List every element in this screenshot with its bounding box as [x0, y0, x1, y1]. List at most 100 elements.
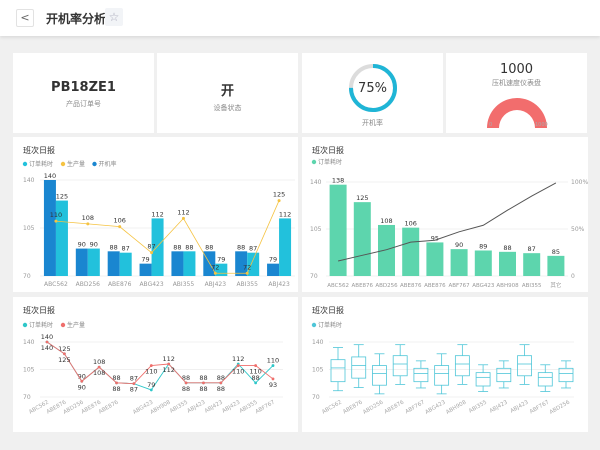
bar-value-label: 79 [269, 256, 277, 264]
line-value-label: 88 [251, 374, 259, 382]
line-value-label: 108 [82, 214, 94, 222]
line-value-label: 110 [249, 368, 261, 376]
line-value-label: 110 [267, 357, 279, 365]
line-value-label: 112 [177, 208, 189, 216]
chevron-left-icon: < [20, 11, 30, 24]
bar-value-label: 138 [332, 177, 344, 185]
legend-marker [311, 159, 317, 165]
line-value-label: 112 [232, 355, 244, 363]
line-value-label: 88 [182, 385, 190, 393]
boxplot-box [392, 344, 408, 385]
x-tick-label: ABJ423 [205, 281, 227, 288]
bar-value-label: 112 [279, 210, 291, 218]
boxplot-box [372, 353, 387, 395]
line-value-label: 110 [232, 368, 244, 376]
bar-value-label: 90 [78, 241, 86, 249]
boxplot-box [475, 364, 491, 392]
line-value-label: 110 [145, 368, 157, 376]
bar-value-label: 88 [110, 243, 118, 251]
bar [547, 255, 565, 276]
box-iqr [475, 372, 491, 387]
box-iqr [372, 365, 387, 386]
line-value-label: 112 [162, 355, 174, 363]
line-value-label: 87 [130, 375, 138, 383]
star-icon: ☆ [108, 10, 120, 24]
box-iqr [496, 367, 512, 383]
x-tick-label: ABE876 [98, 399, 120, 415]
line-value-label: 140 [41, 344, 53, 352]
y2-tick-label: 50% [571, 226, 585, 233]
line-point [277, 199, 281, 203]
x-tick-label: ABC562 [44, 281, 68, 288]
boxplot-box [351, 344, 367, 388]
legend-marker [60, 161, 66, 167]
bar [499, 251, 516, 276]
line-point [167, 362, 171, 366]
line-point [213, 271, 217, 275]
bar [267, 263, 280, 276]
device-status-value: 开 [220, 84, 234, 99]
boxplot-box [454, 344, 470, 385]
y-tick-label: 105 [23, 367, 35, 374]
bar [87, 248, 100, 276]
device-status-card: 开 设备状态 [157, 53, 298, 133]
line-point [97, 365, 101, 369]
bar [402, 227, 420, 276]
line-point [202, 381, 205, 385]
y-tick-label: 140 [23, 177, 35, 184]
y-tick-label: 140 [312, 339, 324, 346]
device-status-label: 设备状态 [213, 104, 242, 112]
x-tick-label: ABE876 [352, 283, 374, 289]
uptime-rate-card: 75% 开机率 [302, 53, 443, 133]
x-tick-label: ABG423 [424, 399, 447, 416]
bar [139, 263, 152, 276]
x-tick-label: ABI355 [173, 281, 195, 288]
line-point [254, 364, 258, 367]
boxplot-box [537, 364, 553, 392]
bar [119, 252, 132, 276]
x-tick-label: ABG423 [139, 281, 163, 288]
bar [474, 250, 492, 276]
line-value-label: 140 [41, 333, 53, 341]
bar [378, 224, 395, 276]
back-button[interactable]: < [16, 9, 34, 27]
x-tick-label: ABI355 [236, 281, 258, 288]
line-point [184, 381, 188, 385]
line-point [54, 219, 58, 223]
x-tick-label: ABF767 [529, 399, 551, 415]
line-series [55, 200, 280, 274]
chart-title: 班次日报 [23, 305, 55, 315]
bar-value-label: 90 [90, 241, 98, 249]
line-value-label: 108 [93, 369, 105, 377]
x-tick-label: ABD256 [362, 399, 385, 416]
line-value-label: 93 [269, 381, 277, 389]
favorite-button[interactable]: ☆ [105, 8, 123, 26]
line-point [45, 340, 49, 344]
line-value-label: 125 [58, 345, 70, 353]
bar-value-label: 85 [552, 248, 560, 256]
legend-marker [92, 161, 97, 167]
line-point [118, 225, 122, 229]
x-tick-label: ABH908 [149, 399, 172, 416]
uptime-rate-label: 开机率 [362, 119, 383, 127]
gauge-value: 1000 [499, 62, 534, 77]
x-tick-label: ABE876 [342, 399, 364, 415]
bar-value-label: 89 [479, 242, 487, 250]
chart-panel-2: 班次日报 订单耗时 70 105 140 0 50% 100% ABC562 ABE876 ABD2… [302, 137, 588, 292]
legend-marker [22, 322, 28, 328]
bar-value-label: 125 [56, 193, 68, 201]
bar-value-label: 87 [249, 245, 257, 253]
bar [329, 184, 347, 276]
legend-marker [311, 322, 317, 328]
x-tick-label: ABF767 [255, 399, 277, 415]
x-tick-label: ABC562 [327, 283, 349, 289]
x-tick-label: ABC562 [321, 400, 343, 416]
boxplot-box [558, 360, 574, 389]
x-tick-label: ABJ423 [221, 399, 241, 414]
x-tick-label: ABG423 [472, 283, 495, 289]
line-value-label: 79 [147, 381, 155, 389]
line-point [86, 222, 90, 226]
x-tick-label: ABE876 [384, 399, 406, 415]
bar-value-label: 112 [151, 210, 163, 218]
uptime-ring [349, 64, 397, 112]
